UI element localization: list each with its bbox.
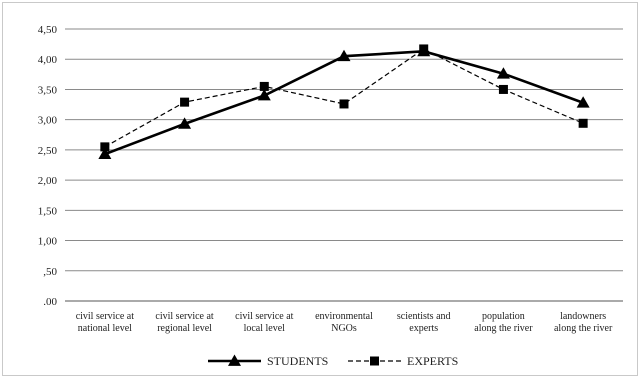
y-tick-label: 4,50 [38,24,58,36]
data-point-experts [180,97,190,107]
y-tick-label: 1,00 [38,236,58,248]
data-point-experts [259,81,269,91]
legend-marker [228,354,241,366]
x-axis-tick-labels: civil service at national level civil serv… [76,311,613,334]
y-tick-label: 4,00 [38,54,58,66]
data-point-experts [100,142,110,152]
legend: STUDENTS EXPERTS [208,354,458,368]
legend-item-experts: EXPERTS [348,354,458,368]
data-point-experts [419,44,429,54]
data-point-students [257,88,271,101]
y-axis-tick-labels: .00 ,50 1,00 1,50 2,00 2,50 3,00 3,50 4,00 4,50 [38,24,58,308]
y-tick-label: 1,50 [38,205,58,217]
y-tick-label: 3,50 [38,84,58,96]
legend-label: STUDENTS [267,354,328,368]
x-tick-label: civil service at regional level [155,311,214,334]
series [98,44,590,159]
data-point-experts [578,118,588,128]
y-tick-label: ,50 [43,266,57,278]
data-point-experts [339,99,349,109]
x-tick-label: scientists and experts [397,311,451,334]
x-tick-label: environmental NGOs [315,311,373,334]
data-point-students [98,147,112,159]
data-point-students [576,96,590,108]
chart-frame: .00 ,50 1,00 1,50 2,00 2,50 3,00 3,50 4,00 4,50 c… [2,2,638,376]
y-tick-label: .00 [43,296,57,308]
data-point-experts [498,84,508,94]
y-tick-label: 2,50 [38,145,58,157]
series-students [98,44,590,159]
y-tick-label: 3,00 [38,115,58,127]
data-point-students [178,117,192,129]
data-point-students [496,67,510,79]
data-point-students [337,49,351,62]
x-tick-label: civil service at national level [76,311,135,334]
series-experts [100,44,588,152]
series-line-experts [104,48,584,148]
legend-item-students: STUDENTS [208,354,328,368]
x-tick-label: civil service at local level [235,311,294,334]
y-tick-label: 2,00 [38,175,58,187]
line-chart: .00 ,50 1,00 1,50 2,00 2,50 3,00 3,50 4,00 4,50 c… [38,24,623,368]
gridlines [65,28,623,272]
legend-marker [370,356,379,366]
x-tick-label: population along the river [474,311,533,334]
legend-label: EXPERTS [407,354,458,368]
x-tick-label: landowners along the river [554,311,613,334]
